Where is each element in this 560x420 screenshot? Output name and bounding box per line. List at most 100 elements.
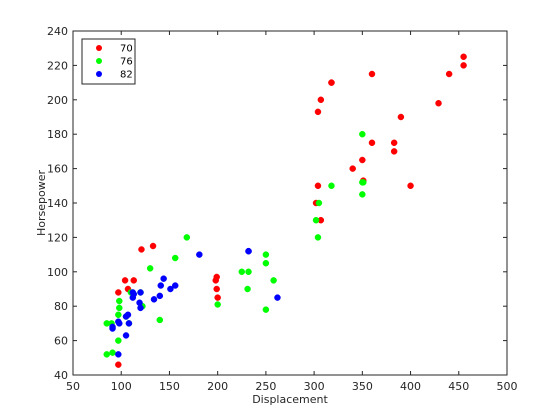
- data-point: [196, 251, 203, 258]
- data-point: [121, 277, 129, 284]
- data-point: [312, 216, 320, 224]
- data-point: [390, 148, 398, 155]
- data-point: [103, 351, 111, 358]
- legend-box: [81, 38, 136, 85]
- data-point: [137, 289, 144, 296]
- data-point: [125, 320, 133, 327]
- x-tick-label: 350: [352, 380, 373, 393]
- data-point: [115, 351, 122, 358]
- data-point: [122, 332, 130, 339]
- data-point: [359, 130, 366, 138]
- data-point: [146, 265, 154, 272]
- data-point: [245, 268, 252, 276]
- y-tick-label: 180: [47, 128, 68, 141]
- data-point: [156, 292, 164, 300]
- x-tick-label: 500: [497, 380, 518, 393]
- data-point: [368, 139, 376, 147]
- x-tick-label: 200: [207, 380, 228, 393]
- x-tick-label: 150: [159, 380, 180, 393]
- data-point: [138, 246, 145, 253]
- y-tick-label: 100: [47, 266, 68, 279]
- data-point: [116, 320, 123, 327]
- data-point: [156, 316, 164, 324]
- data-point: [238, 268, 246, 276]
- data-point: [214, 301, 221, 308]
- x-tick-label: 450: [448, 380, 469, 393]
- x-tick-label: 300: [304, 380, 325, 393]
- data-point: [115, 361, 122, 368]
- data-point: [160, 275, 167, 282]
- legend-marker: [96, 71, 102, 77]
- data-point: [124, 311, 132, 319]
- data-point: [314, 234, 322, 241]
- data-point: [262, 259, 270, 267]
- y-tick-label: 200: [47, 94, 68, 107]
- data-point: [274, 294, 281, 301]
- data-point: [116, 304, 123, 312]
- data-point: [130, 290, 138, 298]
- y-tick-label: 220: [47, 59, 68, 72]
- data-point: [115, 311, 122, 319]
- data-point: [149, 242, 157, 250]
- data-point: [150, 296, 158, 303]
- data-point: [115, 289, 122, 296]
- legend-label: 70: [120, 44, 133, 55]
- y-tick-label: 160: [47, 163, 68, 176]
- data-point: [262, 251, 270, 258]
- data-point: [445, 70, 453, 78]
- data-point: [171, 282, 179, 289]
- data-point: [109, 349, 116, 356]
- x-tick-label: 50: [66, 380, 80, 393]
- data-point: [314, 108, 322, 116]
- legend-label: 76: [120, 57, 133, 68]
- data-point: [368, 70, 376, 78]
- data-point: [407, 182, 414, 190]
- data-point: [460, 62, 467, 69]
- data-point: [359, 191, 366, 198]
- data-point: [315, 199, 323, 207]
- data-point: [360, 179, 367, 186]
- data-point: [213, 273, 220, 281]
- y-tick-label: 140: [47, 197, 68, 210]
- data-point: [115, 337, 122, 344]
- legend-marker: [96, 58, 102, 64]
- y-tick-label: 60: [54, 335, 68, 348]
- data-point: [460, 53, 467, 61]
- data-point: [349, 165, 356, 172]
- data-point: [183, 234, 191, 241]
- x-axis-title: Displacement: [252, 393, 328, 406]
- data-point: [109, 325, 116, 332]
- legend-label: 82: [120, 70, 133, 81]
- data-points: [103, 53, 467, 368]
- x-tick-label: 100: [111, 380, 132, 393]
- data-point: [328, 182, 335, 190]
- plot-area: [72, 30, 508, 376]
- data-point: [435, 99, 442, 107]
- data-point: [262, 306, 270, 313]
- data-point: [171, 254, 179, 262]
- data-point: [317, 96, 325, 104]
- data-point: [214, 294, 221, 301]
- series-82: [109, 247, 281, 358]
- y-tick-label: 240: [47, 25, 68, 38]
- y-tick-label: 80: [54, 300, 68, 313]
- data-point: [390, 139, 398, 147]
- legend-marker: [96, 45, 102, 51]
- data-point: [314, 182, 322, 190]
- data-point: [130, 277, 138, 284]
- data-point: [397, 113, 405, 121]
- y-axis-title: Horsepower: [35, 170, 48, 236]
- data-point: [328, 79, 335, 86]
- data-point: [245, 247, 252, 255]
- y-tick-label: 120: [47, 231, 68, 244]
- legend: 70 76 82: [81, 38, 136, 85]
- data-point: [137, 304, 144, 312]
- y-tick-label: 40: [54, 369, 68, 382]
- x-tick-label: 400: [400, 380, 421, 393]
- data-point: [244, 285, 251, 293]
- x-tick-label: 250: [255, 380, 276, 393]
- data-point: [116, 297, 123, 305]
- data-point: [213, 285, 220, 293]
- axis-ticks: 50 100 150 200 250 300 350 400 450 500 40 60 80 100 12…: [47, 25, 518, 393]
